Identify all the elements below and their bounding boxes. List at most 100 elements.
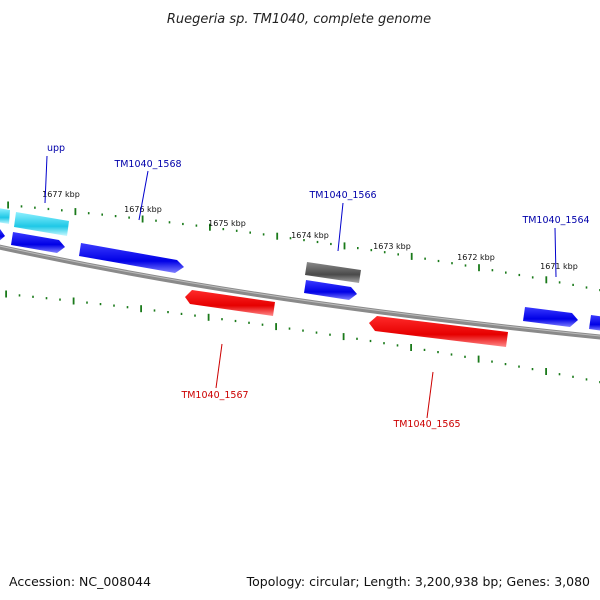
inner-scale-tick bbox=[531, 368, 534, 371]
inner-scale-tick bbox=[410, 344, 412, 351]
outer-scale-tick bbox=[114, 215, 117, 218]
outer-scale-tick bbox=[276, 232, 279, 240]
inner-scale-tick bbox=[288, 327, 291, 330]
inner-scale-tick bbox=[153, 309, 156, 312]
outer-scale-tick bbox=[195, 224, 198, 227]
tick-label-1676: 1676 kbp bbox=[124, 205, 162, 214]
outer-scale-tick bbox=[303, 239, 305, 242]
outer-scale-tick bbox=[235, 229, 238, 232]
outer-scale-tick bbox=[47, 207, 50, 211]
inner-scale-tick bbox=[302, 329, 304, 332]
outer-scale-tick bbox=[437, 259, 440, 263]
outer-scale-tick bbox=[343, 242, 346, 250]
inner-scale-tick bbox=[234, 319, 237, 323]
gene-fwd-left[interactable] bbox=[0, 228, 5, 242]
gene-TM1040_1567[interactable] bbox=[185, 290, 275, 316]
outer-scale-tick bbox=[20, 205, 23, 208]
tick-label-1675: 1675 kbp bbox=[208, 219, 246, 228]
outer-scale-tick bbox=[182, 222, 184, 226]
outer-scale-tick bbox=[491, 269, 494, 272]
gene-fwd-right[interactable] bbox=[589, 315, 600, 331]
inner-scale-tick bbox=[221, 318, 223, 321]
outer-scale-tick bbox=[518, 273, 521, 277]
inner-scale-tick bbox=[194, 314, 196, 317]
scale-labels: 1677 kbp 1676 kbp 1675 kbp 1674 kbp 1673… bbox=[42, 190, 578, 271]
label-TM1040_1566[interactable]: TM1040_1566 bbox=[308, 190, 376, 201]
gene-rna-left[interactable] bbox=[0, 208, 10, 224]
outer-scale-tick bbox=[410, 252, 413, 260]
forward-genes bbox=[0, 208, 600, 331]
inner-scale-tick bbox=[423, 348, 426, 351]
outer-scale-tick bbox=[531, 276, 534, 279]
inner-scale-tick bbox=[545, 368, 547, 375]
outer-scale-tick bbox=[370, 249, 373, 252]
inner-scale-tick bbox=[167, 311, 169, 314]
outer-scale-tick bbox=[7, 201, 9, 209]
outer-scale-tick bbox=[545, 276, 548, 284]
inner-scale-ticks bbox=[5, 290, 600, 384]
inner-scale-tick bbox=[5, 290, 7, 298]
label-TM1040_1565[interactable]: TM1040_1565 bbox=[392, 419, 460, 430]
inner-scale-tick bbox=[45, 297, 48, 300]
inner-scale-tick bbox=[207, 313, 210, 321]
inner-scale-tick bbox=[99, 303, 102, 306]
inner-scale-tick bbox=[450, 353, 453, 356]
inner-scale-tick bbox=[248, 321, 250, 324]
outer-scale-tick bbox=[168, 221, 171, 224]
gene-upp[interactable] bbox=[14, 212, 69, 236]
label-TM1040_1567[interactable]: TM1040_1567 bbox=[180, 390, 248, 401]
inner-scale-tick bbox=[558, 373, 561, 376]
outer-scale-tick bbox=[87, 212, 90, 215]
gene-TM1040_1566[interactable] bbox=[305, 262, 361, 283]
inner-scale-tick bbox=[518, 365, 520, 368]
outer-scale-tick bbox=[464, 264, 467, 267]
inner-scale-tick bbox=[491, 360, 493, 363]
gene-labels: upp TM1040_1568 TM1040_1567 TM1040_1566 … bbox=[47, 143, 590, 430]
inner-scale-tick bbox=[572, 375, 574, 378]
inner-scale-tick bbox=[180, 312, 183, 315]
outer-scale-tick bbox=[61, 209, 63, 212]
gene-TM1040_1565[interactable] bbox=[369, 316, 508, 347]
inner-scale-tick bbox=[369, 339, 372, 343]
outer-scale-tick bbox=[101, 213, 103, 216]
outer-scale-tick bbox=[505, 271, 507, 274]
outer-scale-tick bbox=[383, 251, 386, 254]
accession-text: Accession: NC_008044 bbox=[9, 574, 151, 589]
outer-scale-tick bbox=[34, 206, 36, 209]
tick-label-1671: 1671 kbp bbox=[540, 262, 578, 271]
outer-scale-tick bbox=[357, 247, 359, 250]
inner-scale-tick bbox=[315, 331, 318, 334]
outer-scale-tick bbox=[451, 262, 453, 265]
genome-summary-text: Topology: circular; Length: 3,200,938 bp… bbox=[246, 574, 590, 589]
inner-scale-tick bbox=[504, 363, 507, 366]
label-leaders bbox=[44, 155, 557, 419]
tick-label-1672: 1672 kbp bbox=[457, 253, 495, 262]
gene-fwd-3[interactable] bbox=[304, 280, 357, 300]
gene-fwd-2[interactable] bbox=[11, 232, 65, 253]
outer-scale-tick bbox=[316, 240, 319, 244]
tick-label-1674: 1674 kbp bbox=[291, 231, 329, 240]
label-TM1040_1564[interactable]: TM1040_1564 bbox=[521, 215, 589, 226]
outer-scale-tick bbox=[424, 257, 426, 260]
outer-scale-tick bbox=[262, 233, 265, 236]
inner-scale-tick bbox=[342, 333, 345, 341]
label-upp[interactable]: upp bbox=[47, 143, 65, 154]
outer-scale-tick bbox=[249, 231, 251, 234]
gene-TM1040_1568[interactable] bbox=[79, 243, 184, 273]
outer-scale-tick bbox=[558, 281, 561, 284]
inner-scale-tick bbox=[477, 355, 480, 363]
outer-scale-ticks bbox=[7, 201, 600, 292]
inner-scale-tick bbox=[275, 323, 277, 331]
outer-scale-tick bbox=[572, 283, 574, 286]
inner-scale-tick bbox=[140, 305, 142, 313]
inner-scale-tick bbox=[72, 297, 75, 305]
outer-scale-tick bbox=[289, 237, 292, 240]
label-TM1040_1568[interactable]: TM1040_1568 bbox=[113, 159, 181, 170]
inner-scale-tick bbox=[396, 344, 399, 347]
gene-TM1040_1564[interactable] bbox=[523, 307, 578, 327]
outer-scale-tick bbox=[155, 219, 157, 222]
inner-scale-tick bbox=[86, 301, 88, 304]
inner-scale-tick bbox=[126, 306, 129, 309]
outer-scale-tick bbox=[397, 253, 399, 256]
